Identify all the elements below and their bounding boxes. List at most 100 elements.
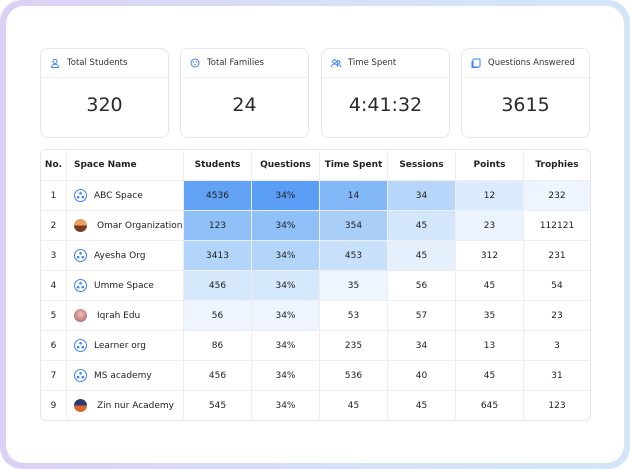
table-cell: Learner org bbox=[66, 331, 183, 360]
stat-card: Time Spent 4:41:32 bbox=[321, 48, 450, 138]
table-cell: 23 bbox=[523, 301, 590, 330]
table-cell: 34 bbox=[387, 181, 455, 210]
cell-text: Zin nur Academy bbox=[97, 400, 175, 411]
cell-text: 34% bbox=[275, 280, 296, 291]
header-cell: Sessions bbox=[387, 150, 455, 180]
cell-text: 123 bbox=[548, 400, 566, 411]
stat-icon bbox=[50, 59, 60, 68]
table-cell: 34% bbox=[251, 271, 319, 300]
stat-card: Total Families 24 bbox=[180, 48, 309, 138]
table-cell: Omar Organization bbox=[66, 211, 183, 240]
table-cell: 4536 bbox=[183, 181, 251, 210]
cell-text: 354 bbox=[344, 220, 363, 231]
table-cell: Umme Space bbox=[66, 271, 183, 300]
table-row: 7 MS academy 456 34% 536 40 45 31 bbox=[41, 360, 590, 390]
header-cell: Points bbox=[455, 150, 523, 180]
table-cell: 34% bbox=[251, 241, 319, 270]
stat-header: Questions Answered bbox=[462, 49, 589, 78]
table-cell: 34% bbox=[251, 211, 319, 240]
table-cell: 453 bbox=[319, 241, 387, 270]
cell-text: 5 bbox=[50, 310, 57, 321]
cell-text: 35 bbox=[347, 280, 360, 291]
header-cell: Students bbox=[183, 150, 251, 180]
table-row: 5 Iqrah Edu 56 34% 53 57 35 23 bbox=[41, 300, 590, 330]
table-cell: 34% bbox=[251, 301, 319, 330]
cell-text: 9 bbox=[50, 400, 57, 411]
table-cell: 86 bbox=[183, 331, 251, 360]
cell-text: 45 bbox=[347, 400, 360, 411]
table-cell: 123 bbox=[183, 211, 251, 240]
table-cell: 7 bbox=[41, 361, 66, 390]
table-row: 9 Zin nur Academy 545 34% 45 45 645 123 bbox=[41, 390, 590, 420]
cell-text: 545 bbox=[208, 400, 227, 411]
cell-text: 34% bbox=[275, 250, 296, 261]
cell-text: 4 bbox=[50, 280, 57, 291]
table-cell: 56 bbox=[387, 271, 455, 300]
table-cell: 31 bbox=[523, 361, 590, 390]
stat-label: Questions Answered bbox=[488, 58, 575, 68]
table-cell: 45 bbox=[387, 391, 455, 420]
stat-label: Total Families bbox=[207, 58, 264, 68]
cell-text: 45 bbox=[483, 280, 496, 291]
stat-value: 3615 bbox=[501, 94, 550, 116]
table-cell: 35 bbox=[319, 271, 387, 300]
table-cell: 54 bbox=[523, 271, 590, 300]
header-cell: Trophies bbox=[523, 150, 590, 180]
table-cell: 231 bbox=[523, 241, 590, 270]
stat-header: Time Spent bbox=[322, 49, 449, 78]
cell-text: 645 bbox=[480, 400, 499, 411]
cell-text: Umme Space bbox=[94, 280, 154, 291]
cell-text: 3413 bbox=[206, 250, 229, 261]
table-cell: 45 bbox=[319, 391, 387, 420]
cell-text: 86 bbox=[211, 340, 224, 351]
table-cell: 53 bbox=[319, 301, 387, 330]
table-cell: ABC Space bbox=[66, 181, 183, 210]
space-avatar bbox=[74, 339, 87, 352]
header-cell: Time Spent bbox=[319, 150, 387, 180]
cell-text: 7 bbox=[50, 370, 57, 381]
cell-text: 231 bbox=[548, 250, 566, 261]
stat-header: Total Families bbox=[181, 49, 308, 78]
stat-icon bbox=[471, 58, 481, 68]
cell-text: 456 bbox=[208, 370, 227, 381]
cell-text: 456 bbox=[208, 280, 227, 291]
cell-text: Omar Organization bbox=[97, 220, 183, 231]
table-row: 4 Umme Space 456 34% 35 56 45 54 bbox=[41, 270, 590, 300]
table-cell: 34% bbox=[251, 181, 319, 210]
cell-text: 3 bbox=[554, 340, 560, 351]
table-cell: 456 bbox=[183, 271, 251, 300]
cell-text: 14 bbox=[347, 190, 360, 201]
space-avatar bbox=[74, 249, 87, 262]
table-cell: Iqrah Edu bbox=[66, 301, 183, 330]
stat-icon bbox=[331, 59, 341, 68]
cell-text: 34% bbox=[275, 310, 296, 321]
cell-text: 235 bbox=[344, 340, 363, 351]
cell-text: 45 bbox=[483, 370, 496, 381]
space-avatar bbox=[74, 279, 87, 292]
table-cell: 645 bbox=[455, 391, 523, 420]
table-cell: 1 bbox=[41, 181, 66, 210]
cell-text: Ayesha Org bbox=[94, 250, 146, 261]
table-cell: 35 bbox=[455, 301, 523, 330]
stat-label: Time Spent bbox=[348, 58, 397, 68]
cell-text: 2 bbox=[50, 220, 57, 231]
cell-text: 34% bbox=[275, 220, 296, 231]
table-cell: 45 bbox=[455, 361, 523, 390]
cell-text: 45 bbox=[415, 250, 428, 261]
space-avatar bbox=[74, 399, 87, 412]
space-avatar bbox=[74, 219, 87, 232]
table-cell: 354 bbox=[319, 211, 387, 240]
space-avatar bbox=[74, 189, 87, 202]
cell-text: Learner org bbox=[94, 340, 147, 351]
cell-text: 3 bbox=[50, 250, 57, 261]
space-avatar bbox=[74, 369, 87, 382]
table-cell: 57 bbox=[387, 301, 455, 330]
table-cell: 112121 bbox=[523, 211, 590, 240]
table-cell: 123 bbox=[523, 391, 590, 420]
cell-text: 56 bbox=[415, 280, 428, 291]
table-cell: 34 bbox=[387, 331, 455, 360]
header-cell: Questions bbox=[251, 150, 319, 180]
stat-value: 24 bbox=[232, 94, 257, 116]
table-cell: Ayesha Org bbox=[66, 241, 183, 270]
table-cell: MS academy bbox=[66, 361, 183, 390]
